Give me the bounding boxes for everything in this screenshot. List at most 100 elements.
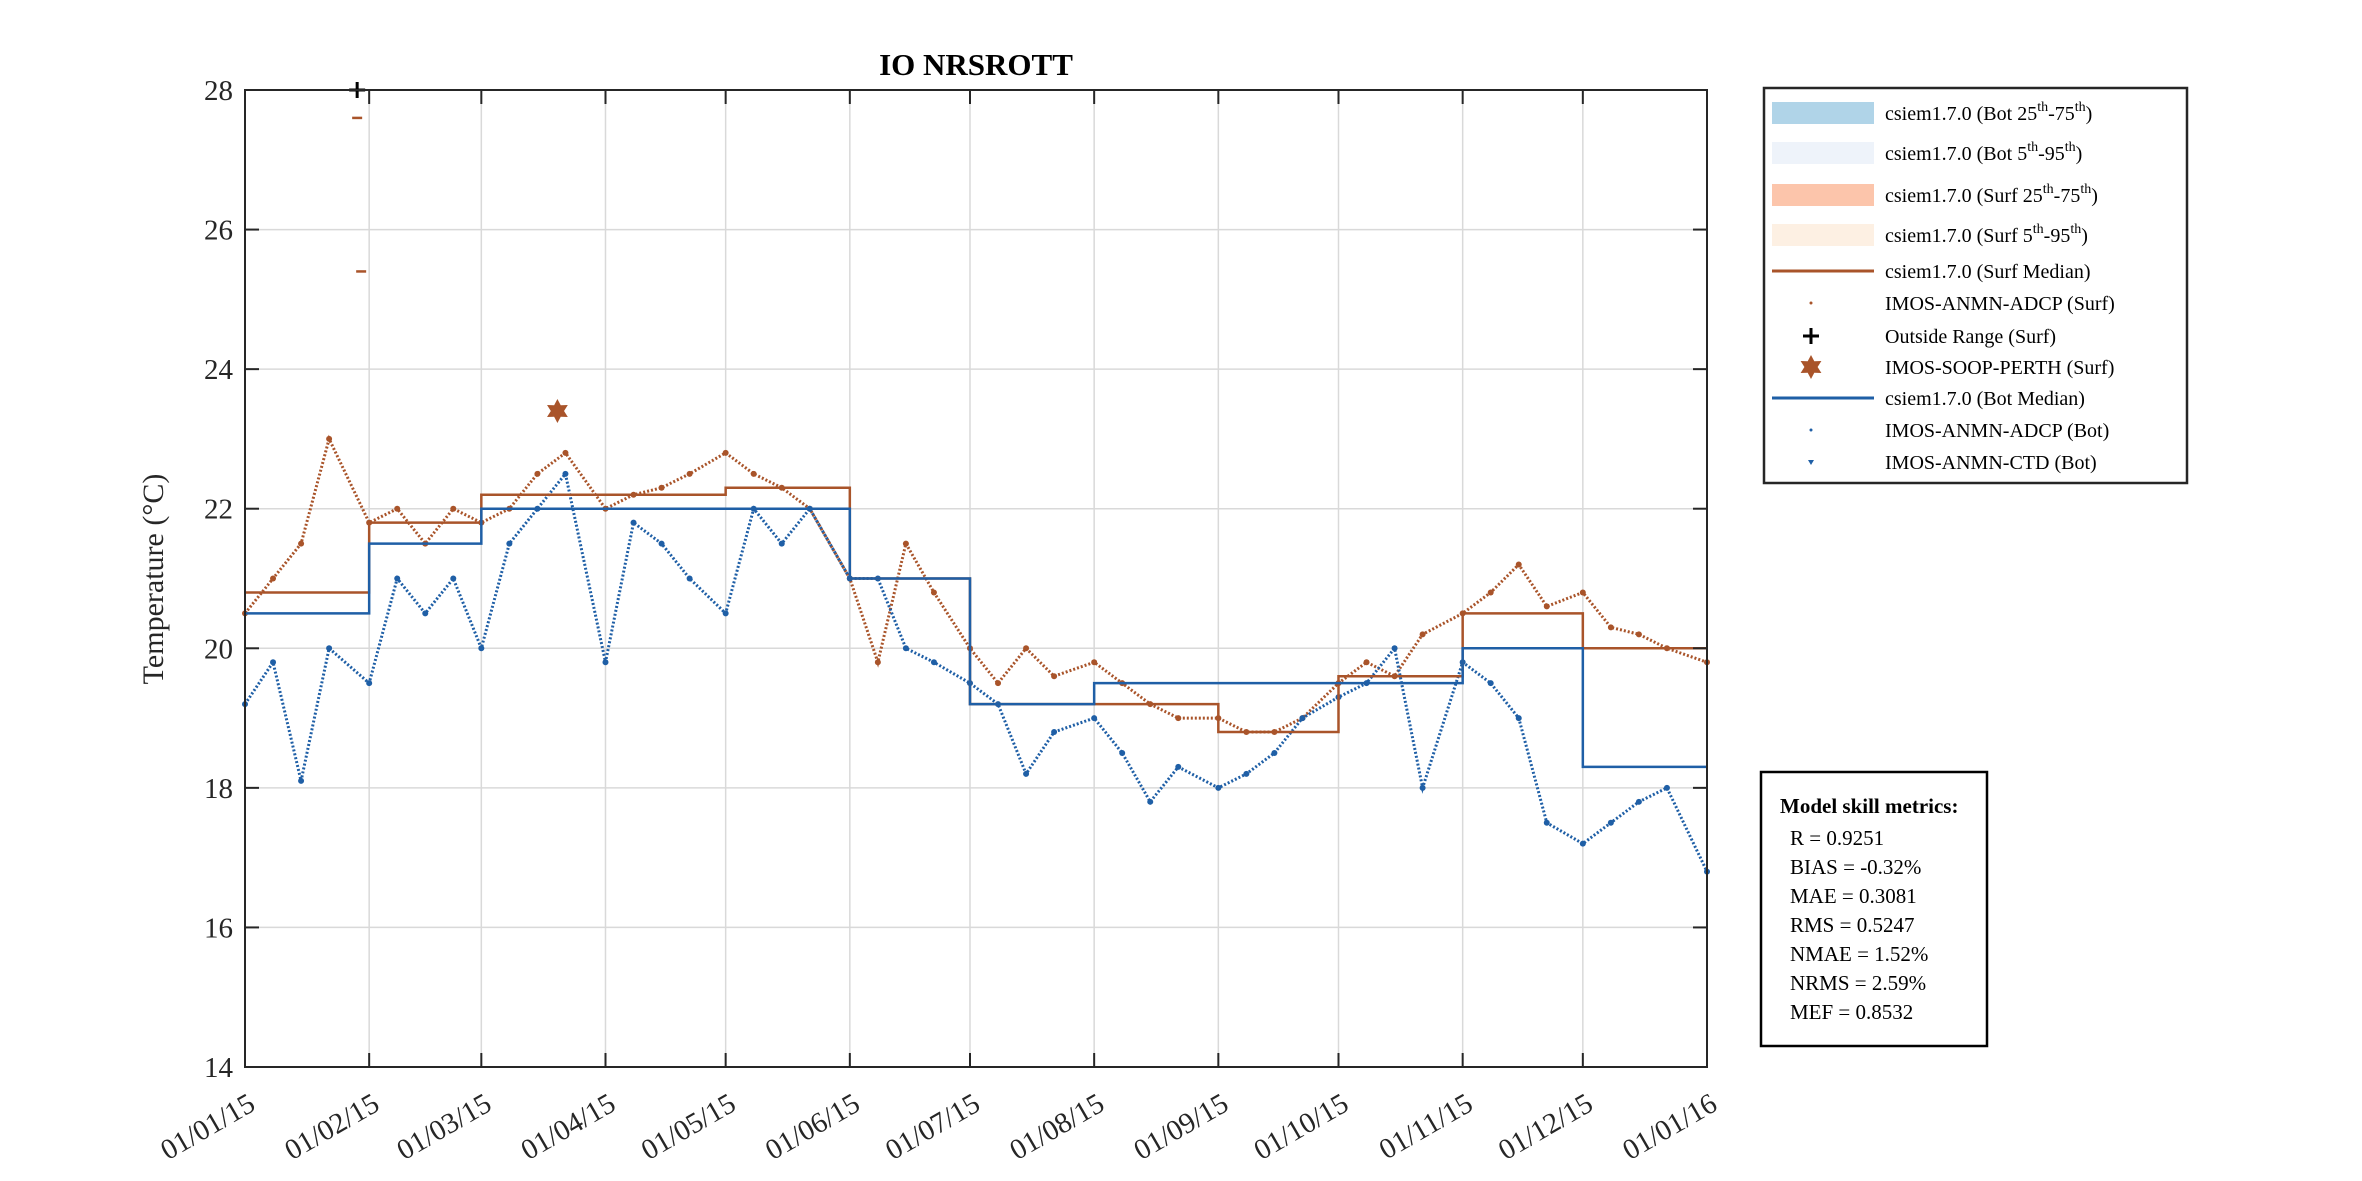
observation-point	[1607, 819, 1614, 826]
observation-point	[562, 449, 569, 456]
observation-point	[1119, 749, 1126, 756]
legend-item: IMOS-SOOP-PERTH (Surf)	[1800, 355, 2114, 379]
legend-item: csiem1.7.0 (Bot Median)	[1772, 388, 2085, 410]
observation-point	[1091, 659, 1098, 666]
legend-triangle-icon	[1808, 460, 1814, 465]
observation-point	[902, 645, 909, 652]
y-tick-label: 22	[204, 494, 233, 526]
legend-label: csiem1.7.0 (Surf 5th-95th)	[1885, 222, 2088, 247]
legend-swatch	[1772, 224, 1874, 246]
observation-point	[1051, 729, 1058, 736]
legend-label: IMOS-ANMN-ADCP (Bot)	[1885, 420, 2109, 442]
observation-point	[270, 659, 277, 666]
observation-point	[298, 777, 305, 784]
legend-item: csiem1.7.0 (Surf 5th-95th)	[1772, 222, 2088, 247]
legend-label: IMOS-ANMN-CTD (Bot)	[1885, 452, 2097, 474]
y-tick-label: 16	[204, 912, 233, 944]
median-line	[245, 507, 1707, 769]
chart-title: IO NRSROTT	[879, 47, 1073, 82]
observation-point	[930, 589, 937, 596]
observation-point	[1663, 784, 1670, 791]
metric-row: NMAE = 1.52%	[1790, 942, 1928, 966]
legend-dot-icon	[1809, 428, 1813, 432]
legend-item: IMOS-ANMN-ADCP (Bot)	[1809, 420, 2109, 442]
legend-plus-icon	[1803, 328, 1819, 344]
legend-label: csiem1.7.0 (Bot 25th-75th)	[1885, 100, 2092, 125]
y-tick-label: 20	[204, 633, 233, 665]
observation-point	[1487, 589, 1494, 596]
metrics-box: Model skill metrics: R = 0.9251 BIAS = -0…	[1759, 770, 1989, 1048]
plot-marks	[242, 82, 1710, 875]
observation-point	[630, 519, 637, 526]
observation-point	[995, 680, 1002, 687]
metric-row: NRMS = 2.59%	[1790, 971, 1926, 995]
observation-point	[1419, 784, 1426, 791]
observation-point	[1607, 624, 1614, 631]
observation-point	[1215, 784, 1222, 791]
y-tick-label: 24	[204, 354, 234, 386]
observation-point	[686, 470, 693, 477]
legend-swatch	[1772, 142, 1874, 164]
observation-point	[1175, 715, 1182, 722]
observation-point	[394, 505, 401, 512]
observation-point	[602, 659, 609, 666]
observation-point	[1391, 645, 1398, 652]
observation-point	[1635, 798, 1642, 805]
metric-row: BIAS = -0.32%	[1790, 855, 1921, 879]
observation-point	[874, 659, 881, 666]
observation-point	[298, 540, 305, 547]
observation-point	[534, 470, 541, 477]
observation-point	[686, 575, 693, 582]
observation-point	[1419, 631, 1426, 638]
observation-point	[902, 540, 909, 547]
observation-point	[722, 610, 729, 617]
legend-dot-icon	[1809, 301, 1813, 305]
y-tick-label: 14	[204, 1052, 234, 1084]
observation-point	[1579, 589, 1586, 596]
observation-point	[750, 470, 757, 477]
metrics-title: Model skill metrics:	[1780, 794, 1958, 818]
metric-row: MEF = 0.8532	[1790, 1000, 1913, 1024]
legend-swatch	[1772, 102, 1874, 124]
observation-point	[326, 645, 333, 652]
legend-item: Outside Range (Surf)	[1803, 326, 2056, 348]
observation-point	[1515, 715, 1522, 722]
y-tick-label: 18	[204, 773, 233, 805]
legend-label: IMOS-SOOP-PERTH (Surf)	[1885, 357, 2114, 379]
legend-item: csiem1.7.0 (Bot 5th-95th)	[1772, 140, 2082, 165]
observation-point	[778, 540, 785, 547]
observation-point	[450, 575, 457, 582]
observation-point	[1271, 749, 1278, 756]
legend-item: csiem1.7.0 (Surf Median)	[1772, 261, 2091, 283]
observation-point	[1515, 561, 1522, 568]
observation-point	[450, 505, 457, 512]
observation-point	[930, 659, 937, 666]
legend-label: IMOS-ANMN-ADCP (Surf)	[1885, 293, 2115, 315]
legend-label: csiem1.7.0 (Bot Median)	[1885, 388, 2085, 410]
metric-row: MAE = 0.3081	[1790, 884, 1917, 908]
observation-point	[1243, 770, 1250, 777]
observation-point	[1579, 840, 1586, 847]
legend-box	[1762, 86, 2189, 485]
observation-point	[722, 449, 729, 456]
legend-label: csiem1.7.0 (Surf 25th-75th)	[1885, 182, 2098, 207]
observation-point	[1543, 603, 1550, 610]
observation-point	[394, 575, 401, 582]
y-tick-label: 28	[204, 75, 233, 107]
legend-star-icon	[1800, 355, 1822, 379]
soop-star-marker	[547, 399, 568, 424]
observation-point	[270, 575, 277, 582]
legend-item: IMOS-ANMN-ADCP (Surf)	[1809, 293, 2115, 315]
legend-swatch	[1772, 184, 1874, 206]
observation-point	[1635, 631, 1642, 638]
observation-point	[1091, 715, 1098, 722]
y-tick-label: 26	[204, 215, 233, 247]
observation-point	[1023, 770, 1030, 777]
observation-point	[1543, 819, 1550, 826]
observation-point	[1023, 645, 1030, 652]
legend-item: csiem1.7.0 (Bot 25th-75th)	[1772, 100, 2092, 125]
observation-point	[1299, 715, 1306, 722]
observation-point	[1487, 680, 1494, 687]
legend-item: csiem1.7.0 (Surf 25th-75th)	[1772, 182, 2098, 207]
